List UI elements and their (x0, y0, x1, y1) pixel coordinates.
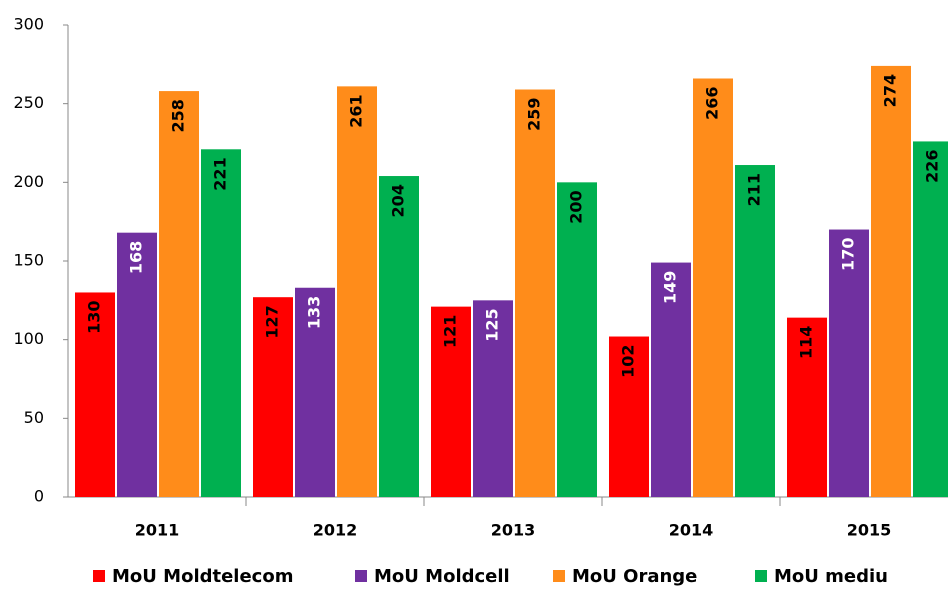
legend-label: MoU Orange (572, 566, 697, 587)
bar (651, 262, 691, 497)
value-label: 102 (619, 345, 638, 378)
bar (913, 141, 948, 497)
value-label: 204 (389, 184, 408, 217)
value-label: 125 (483, 308, 502, 341)
value-label: 258 (169, 99, 188, 132)
legend-swatch (755, 570, 767, 582)
x-tick-label: 2015 (847, 521, 892, 540)
value-label: 266 (703, 86, 722, 119)
legend-swatch (93, 570, 105, 582)
y-tick-label: 50 (24, 408, 44, 427)
bar (253, 297, 293, 497)
bar (201, 149, 241, 497)
value-label: 127 (263, 305, 282, 338)
y-tick-label: 300 (13, 15, 44, 34)
value-label: 200 (567, 190, 586, 223)
bar (473, 300, 513, 497)
bar (515, 89, 555, 498)
bar (693, 78, 733, 497)
value-label: 170 (839, 238, 858, 271)
bar (557, 182, 597, 498)
x-tick-label: 2013 (491, 521, 536, 540)
value-label: 133 (305, 296, 324, 329)
value-label: 211 (745, 173, 764, 206)
bar (829, 229, 869, 498)
bar (295, 287, 335, 497)
x-tick-label: 2012 (313, 521, 358, 540)
bar (159, 91, 199, 497)
x-tick-label: 2014 (669, 521, 714, 540)
legend-label: MoU Moldtelecom (112, 566, 293, 587)
value-label: 261 (347, 94, 366, 127)
value-label: 221 (211, 157, 230, 190)
x-tick-label: 2011 (135, 521, 180, 540)
bar (609, 336, 649, 497)
y-tick-label: 100 (13, 329, 44, 348)
value-label: 130 (85, 300, 104, 333)
legend-swatch (355, 570, 367, 582)
bar (431, 306, 471, 497)
bar (735, 165, 775, 497)
value-label: 259 (525, 98, 544, 131)
bar (75, 292, 115, 497)
y-tick-label: 200 (13, 172, 44, 191)
value-label: 226 (923, 149, 942, 182)
bar (787, 317, 827, 497)
y-tick-label: 150 (13, 251, 44, 270)
bar (117, 232, 157, 497)
legend-label: MoU mediu (774, 566, 888, 587)
y-tick-label: 0 (34, 487, 44, 506)
legend-swatch (553, 570, 565, 582)
bar (871, 65, 911, 497)
value-label: 168 (127, 241, 146, 274)
value-label: 149 (661, 271, 680, 304)
value-label: 114 (797, 326, 816, 359)
bar (337, 86, 377, 498)
legend-label: MoU Moldcell (374, 566, 510, 587)
value-label: 121 (441, 315, 460, 348)
y-tick-label: 250 (13, 93, 44, 112)
value-label: 274 (881, 74, 900, 107)
bar (379, 176, 419, 498)
